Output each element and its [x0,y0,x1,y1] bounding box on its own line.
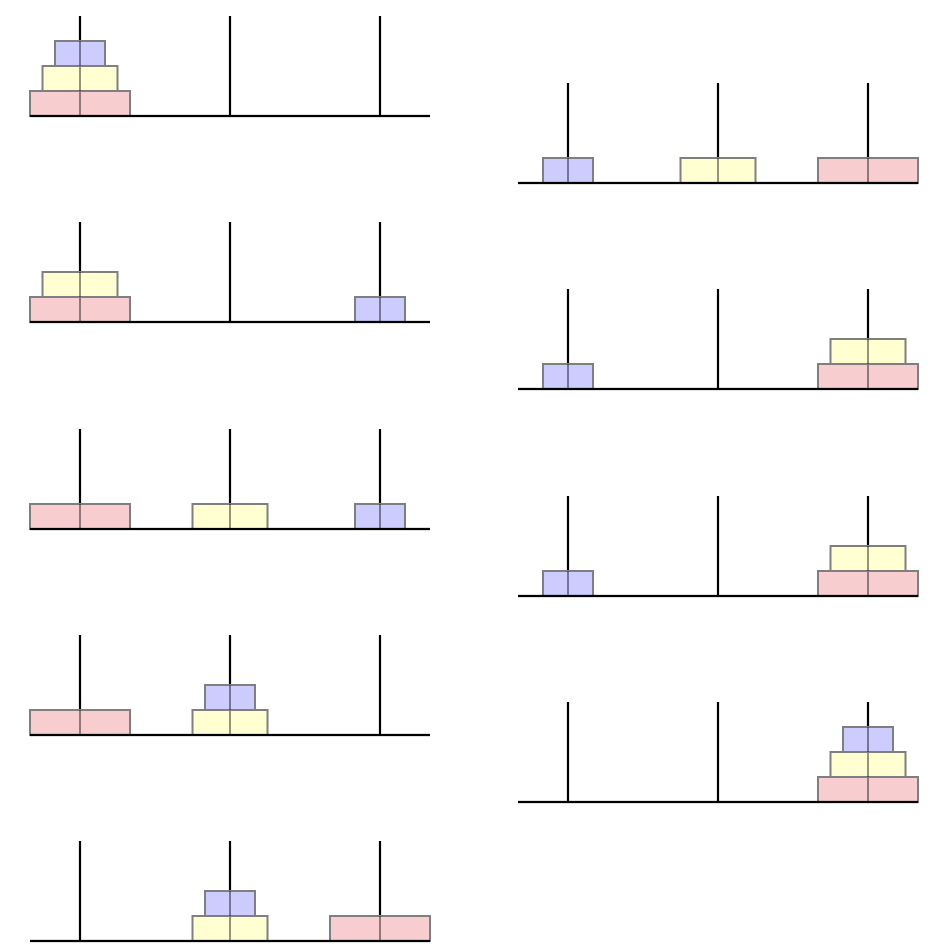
state-panel-step-5 [518,83,919,185]
state-panel-step-6 [518,289,919,391]
state-panel-step-0 [29,16,430,118]
state-panel-step-7 [518,496,919,598]
state-panel-step-1 [29,222,430,324]
state-panel-step-8 [518,702,919,804]
state-panel-step-2 [29,429,430,531]
state-panel-step-3 [29,635,430,737]
state-panel-step-4 [30,841,431,943]
